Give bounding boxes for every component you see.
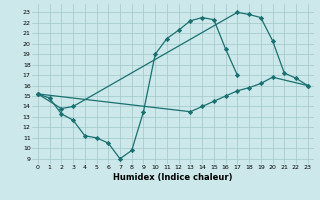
X-axis label: Humidex (Indice chaleur): Humidex (Indice chaleur) (113, 173, 233, 182)
